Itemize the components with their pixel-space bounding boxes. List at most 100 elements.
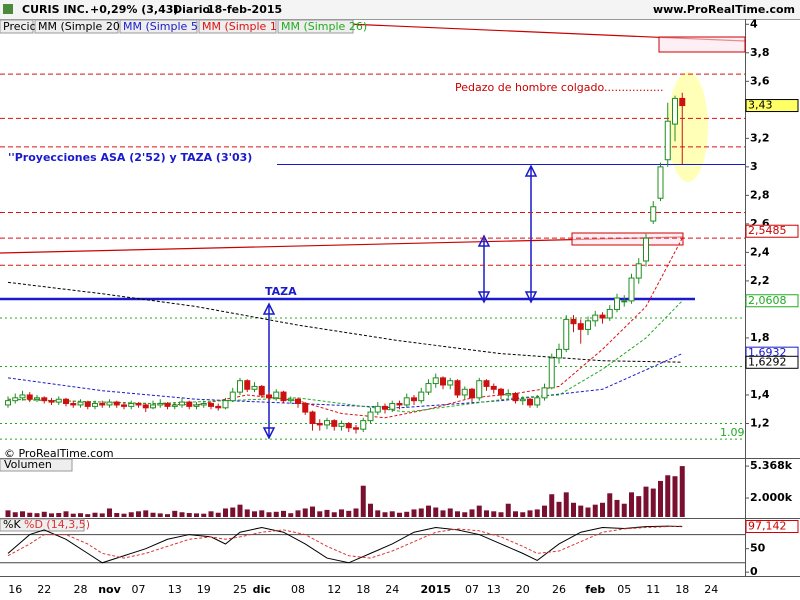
candle-body bbox=[77, 401, 84, 406]
candle-body bbox=[55, 398, 62, 403]
candle-body bbox=[418, 391, 425, 402]
oscillator-line bbox=[7, 525, 683, 564]
volume-bar bbox=[114, 513, 120, 517]
x-tick-label: 13 bbox=[168, 583, 182, 596]
candle-body bbox=[621, 300, 628, 303]
volume-bar bbox=[165, 514, 170, 517]
volume-bar bbox=[621, 503, 627, 517]
x-tick-label: 19 bbox=[197, 583, 211, 596]
volume-bar bbox=[85, 514, 91, 517]
x-tick-label: 25 bbox=[233, 583, 247, 596]
candle-body bbox=[338, 422, 345, 427]
panel-subtitle: %D (14,3,5) bbox=[24, 518, 90, 531]
candle-body bbox=[454, 380, 461, 396]
legend-price: Precio bbox=[3, 20, 37, 33]
candle-body bbox=[5, 400, 11, 406]
legend-box bbox=[34, 19, 119, 34]
candle-body bbox=[606, 308, 613, 319]
volume-bar bbox=[643, 486, 649, 517]
volume-bar bbox=[650, 488, 656, 517]
y-tick-label: 50 bbox=[750, 542, 766, 555]
candle-body bbox=[534, 397, 541, 406]
volume-bar bbox=[440, 510, 446, 517]
volume-bar bbox=[150, 512, 156, 517]
trend-line bbox=[0, 236, 684, 254]
volume-bar bbox=[549, 494, 555, 517]
volume-bar bbox=[244, 509, 250, 517]
zone bbox=[658, 36, 746, 53]
legend-box bbox=[0, 458, 73, 472]
legend-label: MM (Simple 13) bbox=[202, 20, 288, 33]
candle-body bbox=[570, 318, 577, 325]
volume-bar bbox=[629, 492, 634, 517]
y-tick-label: 5.368k bbox=[750, 459, 793, 472]
x-tick-label: 28 bbox=[74, 583, 88, 596]
candle-body bbox=[229, 391, 236, 402]
candle-body bbox=[193, 404, 200, 407]
volume-bar bbox=[288, 513, 294, 517]
candle-body bbox=[440, 377, 446, 386]
volume-bar bbox=[411, 509, 417, 517]
candle-body bbox=[208, 403, 214, 407]
candle-body bbox=[121, 404, 127, 407]
volume-bar bbox=[92, 512, 98, 517]
x-tick-label: 24 bbox=[704, 583, 718, 596]
volume-bar bbox=[556, 501, 562, 517]
candle-body bbox=[599, 314, 606, 319]
axis-marker bbox=[745, 355, 799, 369]
volume-bar bbox=[237, 504, 243, 517]
volume-bar bbox=[607, 493, 613, 517]
candle-body bbox=[171, 404, 178, 407]
moving-average bbox=[7, 353, 683, 409]
legend-label: MM (Simple 200) bbox=[38, 20, 131, 33]
candle-body bbox=[26, 394, 33, 400]
change: +0,29% (3,43) bbox=[90, 3, 178, 16]
candle-body bbox=[84, 401, 91, 407]
volume-bar bbox=[194, 513, 199, 517]
volume-bar bbox=[397, 512, 402, 517]
candle-body bbox=[679, 97, 686, 107]
volume-bar bbox=[5, 510, 11, 517]
candle-body bbox=[135, 403, 142, 406]
volume-bar bbox=[12, 512, 18, 517]
volume-bar bbox=[230, 507, 236, 517]
legend-label: MM (Simple 26) bbox=[281, 20, 367, 33]
volume-bar bbox=[614, 499, 620, 517]
x-tick-label: 12 bbox=[327, 583, 341, 596]
volume-bar bbox=[389, 511, 395, 517]
legend-label: MM (Simple 50) bbox=[123, 20, 209, 33]
candle-body bbox=[382, 405, 388, 410]
candle-body bbox=[374, 405, 381, 413]
volume-bar bbox=[273, 511, 279, 517]
axis-marker-label: 97,142 bbox=[748, 520, 787, 533]
volume-bar bbox=[324, 509, 330, 517]
candle-body bbox=[273, 391, 280, 399]
volume-bar bbox=[404, 511, 410, 517]
volume-bar bbox=[534, 509, 540, 517]
volume-bar bbox=[433, 507, 439, 517]
annotation: TAZA bbox=[265, 285, 297, 298]
candle-body bbox=[592, 314, 599, 322]
volume-bar bbox=[426, 505, 431, 517]
x-tick-label: feb bbox=[585, 583, 605, 596]
candle-body bbox=[367, 411, 374, 422]
legend-box bbox=[198, 19, 277, 34]
volume-bar bbox=[563, 492, 569, 517]
candle-body bbox=[200, 403, 207, 406]
x-tick-label: dic bbox=[253, 583, 271, 596]
candle-body bbox=[186, 401, 193, 407]
candle-body bbox=[92, 403, 98, 407]
candle-body bbox=[548, 357, 555, 389]
candle-body bbox=[19, 394, 26, 399]
volume-bar bbox=[368, 503, 373, 517]
icon[interactable] bbox=[3, 4, 13, 14]
annotation: Pedazo de hombre colgado................… bbox=[455, 81, 663, 94]
x-tick-label: 22 bbox=[37, 583, 51, 596]
volume-bar bbox=[99, 513, 105, 517]
x-tick-label: 07 bbox=[132, 583, 146, 596]
y-tick-label: 4 bbox=[750, 17, 758, 30]
candle-body bbox=[251, 385, 258, 390]
volume-bar bbox=[382, 512, 388, 517]
volume-bar bbox=[578, 505, 584, 517]
